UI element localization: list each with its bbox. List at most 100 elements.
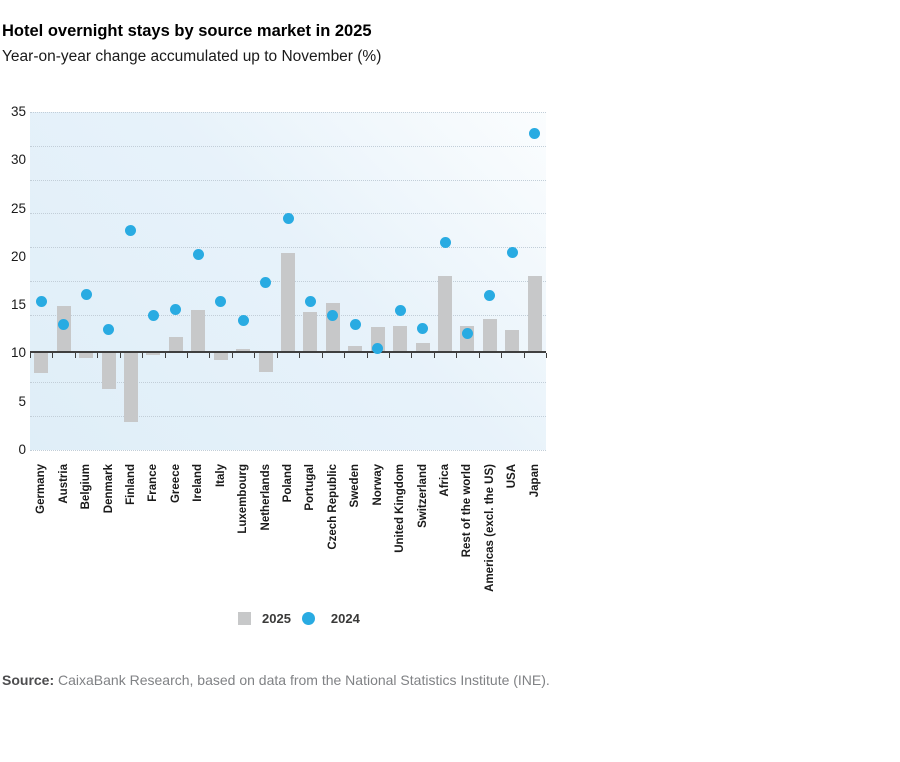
x-axis-tick	[321, 353, 323, 359]
data-point-japan	[529, 127, 541, 139]
data-point-portugal	[304, 295, 316, 307]
x-axis-category-label: Poland	[282, 464, 294, 503]
y-axis-tick-label: 35	[10, 104, 26, 119]
x-axis-tick	[344, 353, 346, 359]
x-axis-tick	[433, 353, 435, 359]
bar-greece	[168, 337, 183, 354]
bar-france	[146, 353, 161, 356]
x-axis-tick	[119, 353, 121, 359]
bar-poland	[281, 252, 295, 354]
x-axis-category-label: Greece	[169, 464, 182, 504]
x-axis-tick	[299, 353, 301, 359]
x-axis-category-label: Germany	[35, 464, 48, 514]
x-axis-category-label: Japan	[528, 464, 541, 498]
y-axis-tick-label: 5	[18, 393, 26, 409]
y-gridline	[30, 145, 546, 147]
x-axis-tick	[254, 353, 256, 359]
data-point-netherlands	[260, 277, 272, 289]
data-point-finland	[125, 225, 137, 237]
bar-luxembourg	[236, 348, 251, 354]
chart-title: Hotel overnight stays by source market i…	[2, 22, 372, 40]
legend-square-marker-2025	[238, 612, 251, 625]
x-axis-tick	[456, 353, 458, 359]
bar-americas-excl-the-us-	[482, 318, 497, 354]
data-point-czech-republic	[327, 310, 339, 322]
x-axis-tick	[142, 353, 144, 359]
data-point-rest-of-the-world	[461, 327, 473, 339]
x-axis-tick	[546, 353, 547, 359]
data-point-france	[147, 310, 159, 322]
bar-switzerland	[415, 342, 430, 354]
data-point-ireland	[192, 249, 204, 261]
y-axis-tick-label: 20	[10, 248, 26, 264]
x-axis-category-label: Portugal	[304, 464, 317, 511]
bar-portugal	[303, 311, 318, 354]
x-axis-category-label: Austria	[57, 464, 70, 504]
x-axis-category-label: France	[147, 464, 160, 502]
data-point-greece	[170, 304, 182, 316]
x-axis-category-label: Luxembourg	[237, 464, 250, 534]
chart-legend: 2025 2024	[238, 611, 360, 626]
x-axis-category-label: Norway	[371, 464, 384, 506]
bar-united-kingdom	[393, 326, 408, 354]
x-axis-tick	[478, 353, 480, 359]
x-axis-category-label: Italy	[214, 464, 227, 488]
y-gridline	[30, 382, 546, 384]
chart-subtitle: Year-on-year change accumulated up to No…	[2, 48, 382, 65]
bar-netherlands	[258, 353, 273, 372]
x-axis-category-label: Switzerland	[416, 464, 429, 528]
x-axis-category-label: United Kingdom	[394, 464, 407, 553]
bar-denmark	[101, 353, 116, 390]
x-axis-category-label: Belgium	[80, 464, 93, 510]
y-axis-tick-label: 10	[10, 345, 26, 361]
legend-label-2024: 2024	[330, 611, 360, 626]
x-axis-tick	[97, 353, 99, 359]
x-axis-tick	[30, 353, 31, 359]
x-axis-category-label: Ireland	[192, 464, 205, 502]
y-gridline	[30, 112, 546, 113]
x-axis-tick	[388, 353, 390, 359]
x-axis-tick	[164, 353, 166, 359]
data-point-denmark	[103, 323, 115, 335]
source-prefix: Source:	[2, 672, 55, 688]
x-axis-category-label: Sweden	[349, 464, 362, 508]
x-axis-category-label: Africa	[439, 464, 452, 497]
data-point-africa	[439, 236, 451, 248]
bar-usa	[505, 330, 520, 354]
bar-finland	[123, 353, 138, 422]
y-gridline	[30, 450, 546, 451]
x-axis-tick	[52, 353, 54, 359]
data-point-switzerland	[417, 322, 429, 334]
x-axis-tick	[231, 353, 233, 359]
x-axis-category-label: Americas (excl. the US)	[483, 464, 496, 592]
data-point-luxembourg	[237, 315, 249, 327]
bar-belgium	[79, 353, 94, 359]
bar-germany	[34, 353, 49, 373]
x-axis-category-label: USA	[506, 464, 519, 489]
y-axis-tick-label: 30	[10, 152, 26, 168]
y-axis-tick-label: 25	[10, 200, 26, 216]
legend-label-2025: 2025	[262, 611, 291, 626]
x-axis-category-label: Denmark	[102, 464, 115, 514]
bar-japan	[527, 276, 542, 354]
source-text: CaixaBank Research, based on data from t…	[54, 672, 550, 688]
x-axis-tick	[501, 353, 503, 359]
data-point-italy	[215, 295, 227, 307]
x-axis-tick	[209, 353, 211, 359]
y-gridline	[30, 179, 546, 181]
x-axis-category-label: Netherlands	[259, 464, 272, 531]
y-axis-tick-label: 15	[10, 297, 26, 313]
data-point-united-kingdom	[394, 305, 406, 317]
bar-africa	[438, 276, 453, 354]
x-axis-category-label: Czech Republic	[326, 464, 339, 550]
data-point-norway	[372, 343, 384, 355]
data-point-usa	[506, 246, 518, 258]
data-point-poland	[282, 212, 294, 224]
bar-ireland	[191, 309, 206, 354]
x-axis-tick	[411, 353, 413, 359]
y-axis-tick-label: 0	[18, 442, 26, 457]
data-point-austria	[58, 318, 70, 330]
x-axis-line	[30, 351, 546, 354]
chart-plot-region: 0 5 10 15 20 25 30 35 Germany Austria Belgium Denma…	[10, 104, 547, 592]
